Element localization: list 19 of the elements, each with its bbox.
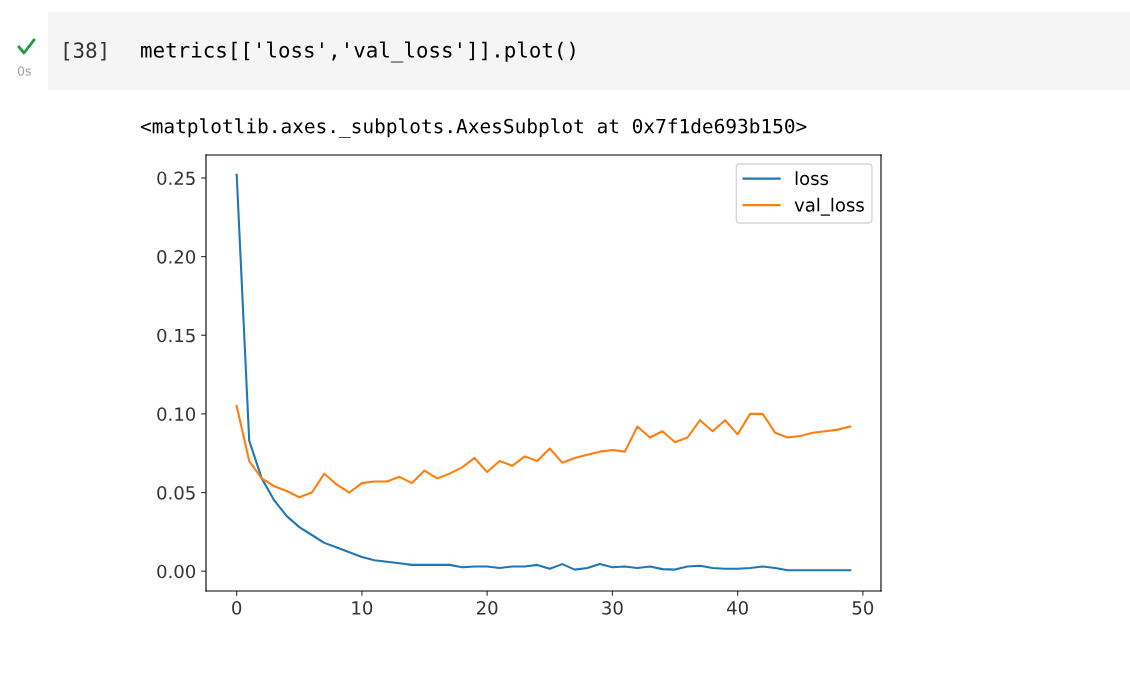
legend-label: val_loss: [794, 197, 864, 216]
text: [38]: [64, 41, 106, 61]
y-tick-label: 0.15: [157, 328, 195, 343]
text: <matplotlib.axes._subplots.AxesSubplot at 0x7f1de693b150>: [140, 118, 807, 138]
y-tick-label: 0.05: [157, 486, 195, 500]
y-tick-label: 0.10: [157, 407, 196, 422]
legend-label: loss: [795, 171, 829, 186]
y-tick-label: 0.20: [157, 250, 196, 264]
x-tick-label: 10: [352, 601, 373, 615]
x-tick-label: 20: [476, 601, 498, 615]
x-tick-label: 50: [852, 601, 874, 615]
y-tick-label: 0.25: [157, 171, 195, 186]
x-tick-label: 40: [727, 601, 748, 615]
text: metrics[['loss','val_loss']].plot(): [141, 41, 575, 63]
y-tick-label: 0.00: [157, 564, 196, 579]
x-tick-label: 0: [232, 601, 242, 615]
text: 0s: [17, 66, 31, 76]
line-series: [235, 404, 852, 499]
x-tick-label: 30: [602, 601, 623, 615]
